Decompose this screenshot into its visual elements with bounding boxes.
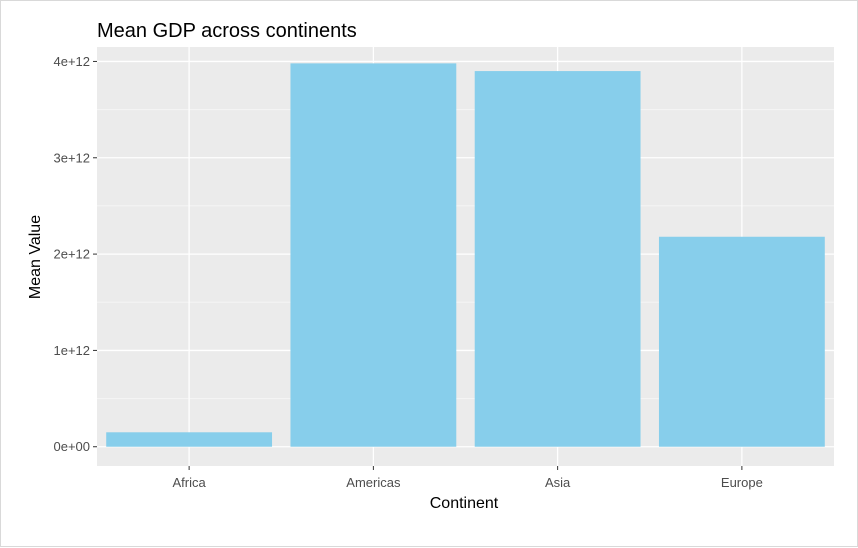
x-axis-ticks: Africa Americas Asia Europe bbox=[173, 466, 763, 490]
y-axis-title: Mean Value bbox=[27, 215, 44, 299]
x-tick-label: Africa bbox=[173, 475, 207, 490]
x-axis-title: Continent bbox=[430, 495, 499, 512]
x-tick-label: Europe bbox=[721, 475, 763, 490]
bar-asia bbox=[474, 71, 641, 447]
y-tick-label: 2e+12 bbox=[53, 247, 90, 262]
y-tick-label: 1e+12 bbox=[53, 343, 90, 358]
bar-americas bbox=[290, 63, 457, 447]
y-tick-label: 3e+12 bbox=[53, 150, 90, 165]
bar-africa bbox=[106, 432, 273, 447]
y-tick-label: 0e+00 bbox=[53, 439, 90, 454]
x-tick-label: Asia bbox=[545, 475, 571, 490]
chart-title: Mean GDP across continents bbox=[97, 20, 357, 42]
x-tick-label: Americas bbox=[346, 475, 401, 490]
bar-europe bbox=[658, 236, 825, 447]
y-axis-ticks: 0e+00 1e+12 2e+12 3e+12 4e+12 bbox=[53, 54, 97, 454]
bars bbox=[106, 63, 825, 447]
y-tick-label: 4e+12 bbox=[53, 54, 90, 69]
